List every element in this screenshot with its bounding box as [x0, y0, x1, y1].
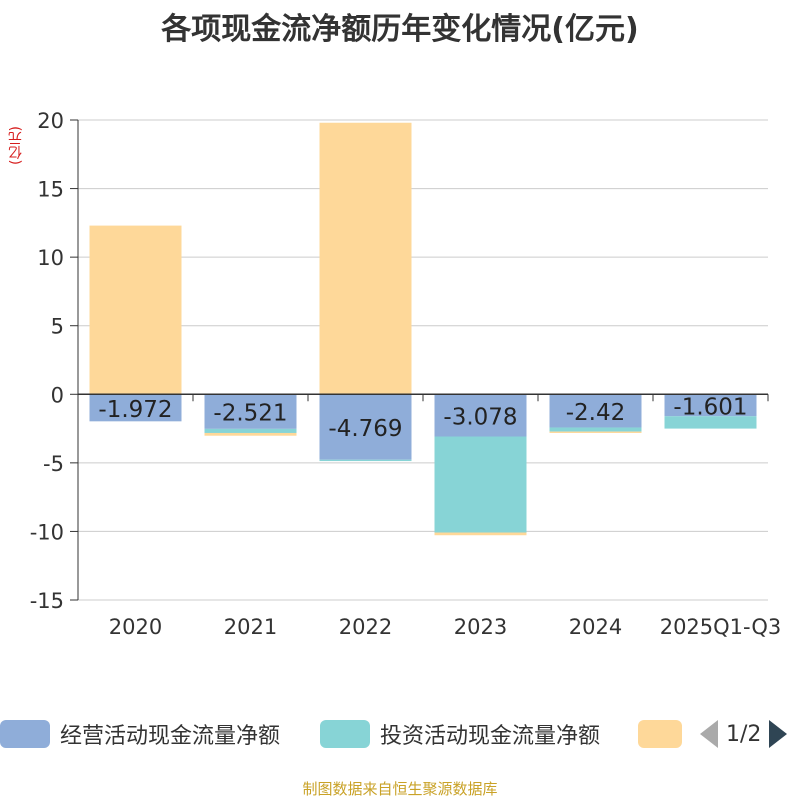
bar-2023-series-1	[434, 436, 527, 533]
bar-2022-series-0	[319, 394, 412, 460]
legend: 经营活动现金流量净额 投资活动现金流量净额 1/2	[0, 714, 800, 754]
x-tick-label: 2020	[109, 615, 162, 639]
bar-2025Q1-Q3-series-0	[664, 394, 757, 417]
legend-next-icon[interactable]	[769, 720, 788, 748]
cash-flow-bar-chart: 20 15 10 5 0 -5 -10 -15 -1.972 -2.521 -4.769 -3.078…	[30, 109, 782, 639]
legend-pager: 1/2	[700, 714, 788, 754]
legend-swatch-investing	[320, 720, 370, 748]
legend-item-financing[interactable]	[638, 714, 692, 754]
x-tick-label: 2025Q1-Q3	[660, 615, 782, 639]
data-source-note: 制图数据来自恒生聚源数据库	[302, 780, 498, 798]
bar-2024-series-1	[549, 427, 642, 432]
legend-item-investing[interactable]: 投资活动现金流量净额	[320, 714, 600, 754]
y-tick-label: -10	[30, 520, 64, 544]
bar-2023-series-2	[434, 532, 527, 536]
y-tick-label: -15	[30, 589, 64, 613]
bar-2021-series-2	[204, 432, 297, 436]
legend-item-operating[interactable]: 经营活动现金流量净额	[0, 714, 280, 754]
legend-prev-icon[interactable]	[700, 720, 718, 748]
bar-2020-series-2	[89, 225, 182, 395]
x-tick-label: 2021	[224, 615, 277, 639]
y-tick-label: 10	[37, 246, 64, 270]
x-tick-label: 2024	[569, 615, 622, 639]
y-tick-label: 5	[51, 315, 64, 339]
bar-2020-series-0	[89, 394, 182, 422]
chart-title: 各项现金流净额历年变化情况(亿元)	[161, 12, 639, 47]
x-tick-label: 2023	[454, 615, 507, 639]
bar-2024-series-0	[549, 394, 642, 428]
bar-2024-series-2	[549, 431, 642, 433]
bar-2022-series-1	[319, 459, 412, 462]
bar-2022-series-2	[319, 122, 412, 395]
legend-page-indicator: 1/2	[726, 721, 762, 747]
data-label: -1.601	[673, 394, 747, 420]
bar-2021-series-1	[204, 428, 297, 433]
bar-2023-series-0	[434, 394, 527, 437]
y-tick-label: 20	[37, 109, 64, 133]
y-tick-label: 0	[51, 383, 64, 407]
legend-label-operating: 经营活动现金流量净额	[60, 724, 281, 749]
bar-2021-series-0	[204, 394, 297, 429]
y-tick-label: 15	[37, 178, 64, 202]
data-label: -2.521	[213, 401, 287, 427]
data-label: -2.42	[566, 400, 626, 426]
legend-swatch-financing	[638, 720, 682, 748]
data-label: -4.769	[328, 416, 402, 442]
legend-swatch-operating	[0, 720, 50, 748]
y-tick-label: -5	[43, 452, 64, 476]
data-label: -3.078	[443, 404, 517, 430]
x-tick-label: 2022	[339, 615, 392, 639]
legend-label-investing: 投资活动现金流量净额	[380, 724, 601, 749]
data-label: -1.972	[98, 397, 172, 423]
bar-2025Q1-Q3-series-1	[664, 416, 757, 429]
